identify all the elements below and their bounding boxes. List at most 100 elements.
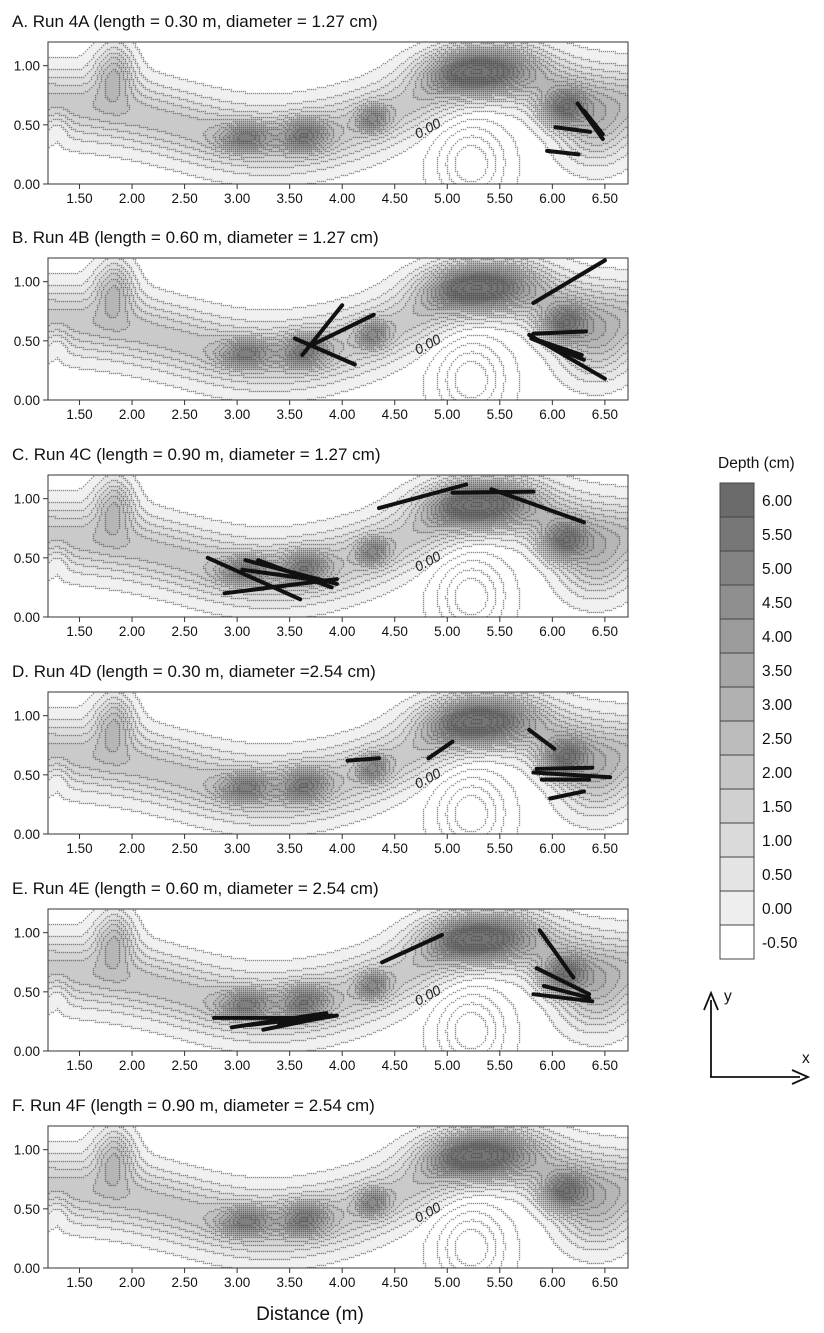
y-tick-label: 0.00 bbox=[14, 610, 40, 625]
wood-piece bbox=[380, 933, 444, 965]
x-tick-label: 5.00 bbox=[434, 407, 460, 422]
contour-panel: B. Run 4B (length = 0.60 m, diameter = 1… bbox=[12, 228, 629, 422]
y-arrow-label: y bbox=[724, 988, 732, 1005]
depth-contour-fill bbox=[48, 692, 628, 834]
x-tick-label: 6.50 bbox=[592, 1058, 618, 1073]
wood-piece bbox=[537, 928, 576, 980]
wood-piece bbox=[450, 489, 536, 495]
legend-swatch bbox=[719, 550, 755, 586]
y-tick-label: 0.00 bbox=[14, 393, 40, 408]
x-tick-label: 4.00 bbox=[329, 1275, 355, 1290]
wood-piece bbox=[240, 567, 329, 584]
panel-title: F. Run 4F (length = 0.90 m, diameter = 2… bbox=[12, 1096, 375, 1115]
x-arrowhead-icon bbox=[791, 1069, 811, 1085]
x-tick-label: 2.00 bbox=[119, 191, 145, 206]
plot-area: 0.00 1.50 2.00 2.50 3.00 3.50 4.00 4.50 5.00 5.50… bbox=[14, 41, 629, 206]
contour-panel: E. Run 4E (length = 0.60 m, diameter = 2… bbox=[12, 879, 629, 1073]
legend-level-label: 1.00 bbox=[762, 833, 793, 850]
legend-title: Depth (cm) bbox=[718, 455, 795, 472]
depth-legend: Depth (cm) 6.00 5.50 5.00 4.50 4.00 3.50 3.00 2… bbox=[718, 455, 798, 960]
legend-level-label: 2.50 bbox=[762, 731, 793, 748]
wood-piece bbox=[545, 148, 581, 157]
x-axis-label: Distance (m) bbox=[256, 1304, 364, 1325]
x-tick-label: 4.50 bbox=[382, 1058, 408, 1073]
x-tick-label: 3.50 bbox=[277, 841, 303, 856]
panels: A. Run 4A (length = 0.30 m, diameter = 1… bbox=[12, 12, 629, 1290]
wood-piece bbox=[256, 558, 334, 590]
wood-piece bbox=[534, 966, 592, 997]
legend-level-label: 1.50 bbox=[762, 799, 793, 816]
y-tick-label: 1.00 bbox=[14, 709, 40, 724]
y-tick-label: 0.00 bbox=[14, 1044, 40, 1059]
wood-piece bbox=[489, 487, 586, 525]
wood-piece bbox=[308, 312, 376, 348]
legend-level-label: 4.50 bbox=[762, 595, 793, 612]
x-tick-label: 3.50 bbox=[277, 1275, 303, 1290]
wood-piece bbox=[548, 789, 586, 801]
y-tick-label: 1.00 bbox=[14, 275, 40, 290]
x-tick-label: 1.50 bbox=[66, 841, 92, 856]
panel-title: A. Run 4A (length = 0.30 m, diameter = 1… bbox=[12, 12, 378, 31]
x-tick-label: 2.00 bbox=[119, 624, 145, 639]
x-tick-label: 1.50 bbox=[66, 1275, 92, 1290]
x-tick-label: 5.50 bbox=[487, 841, 513, 856]
y-tick-label: 1.00 bbox=[14, 926, 40, 941]
x-tick-label: 4.00 bbox=[329, 1058, 355, 1073]
panel-title: C. Run 4C (length = 0.90 m, diameter = 1… bbox=[12, 445, 381, 464]
x-tick-label: 5.50 bbox=[487, 407, 513, 422]
x-tick-label: 3.50 bbox=[277, 1058, 303, 1073]
x-tick-label: 2.50 bbox=[171, 841, 197, 856]
y-tick-label: 0.50 bbox=[14, 985, 40, 1000]
wood-piece bbox=[205, 555, 303, 602]
x-tick-label: 5.50 bbox=[487, 1058, 513, 1073]
x-tick-label: 6.00 bbox=[539, 407, 565, 422]
legend-level-label: 2.00 bbox=[762, 765, 793, 782]
plot-area: 0.00 1.50 2.00 2.50 3.00 3.50 4.00 4.50 5.00 5.50… bbox=[14, 691, 629, 856]
x-tick-label: 1.50 bbox=[66, 1058, 92, 1073]
x-tick-label: 4.00 bbox=[329, 191, 355, 206]
x-tick-label: 5.00 bbox=[434, 1275, 460, 1290]
legend-swatch bbox=[719, 924, 755, 960]
x-tick-label: 6.00 bbox=[539, 841, 565, 856]
legend-swatch bbox=[719, 788, 755, 824]
wood-piece bbox=[581, 108, 605, 137]
plot-area: 0.00 1.50 2.00 2.50 3.00 3.50 4.00 4.50 5.00 5.50… bbox=[14, 257, 629, 422]
x-tick-label: 6.50 bbox=[592, 407, 618, 422]
x-tick-label: 3.00 bbox=[224, 624, 250, 639]
panel-title: E. Run 4E (length = 0.60 m, diameter = 2… bbox=[12, 879, 379, 898]
x-tick-label: 6.50 bbox=[592, 841, 618, 856]
legend-swatch bbox=[719, 890, 755, 926]
x-tick-label: 3.00 bbox=[224, 407, 250, 422]
legend-swatch bbox=[719, 686, 755, 722]
wood-piece bbox=[531, 770, 613, 780]
x-arrow-label: x bbox=[802, 1050, 810, 1067]
wood-piece bbox=[537, 338, 584, 357]
x-tick-label: 5.00 bbox=[434, 191, 460, 206]
legend-level-label: 0.00 bbox=[762, 901, 793, 918]
x-tick-label: 6.00 bbox=[539, 1058, 565, 1073]
x-tick-label: 6.50 bbox=[592, 191, 618, 206]
contour-panel: A. Run 4A (length = 0.30 m, diameter = 1… bbox=[12, 12, 629, 206]
wood-piece bbox=[541, 983, 592, 1000]
orientation-arrows: y x bbox=[703, 988, 811, 1085]
x-tick-label: 2.00 bbox=[119, 1275, 145, 1290]
x-tick-label: 4.50 bbox=[382, 191, 408, 206]
contour-panel: C. Run 4C (length = 0.90 m, diameter = 1… bbox=[12, 445, 629, 639]
x-tick-label: 6.00 bbox=[539, 1275, 565, 1290]
wood-piece bbox=[531, 992, 595, 1004]
wood-piece bbox=[277, 1013, 339, 1027]
legend-swatch bbox=[719, 822, 755, 858]
x-tick-label: 5.00 bbox=[434, 624, 460, 639]
x-tick-label: 3.50 bbox=[277, 624, 303, 639]
x-tick-label: 2.50 bbox=[171, 1275, 197, 1290]
x-tick-label: 2.50 bbox=[171, 191, 197, 206]
depth-contour-fill bbox=[48, 258, 628, 400]
legend-level-label: 3.00 bbox=[762, 697, 793, 714]
plot-frame bbox=[47, 1125, 629, 1269]
wood-piece bbox=[292, 336, 357, 367]
x-tick-label: 2.00 bbox=[119, 1058, 145, 1073]
legend-swatch bbox=[719, 856, 755, 892]
legend-level-label: 5.00 bbox=[762, 561, 793, 578]
x-tick-label: 4.00 bbox=[329, 841, 355, 856]
plot-area: 0.00 1.50 2.00 2.50 3.00 3.50 4.00 4.50 5.00 5.50… bbox=[14, 474, 629, 639]
